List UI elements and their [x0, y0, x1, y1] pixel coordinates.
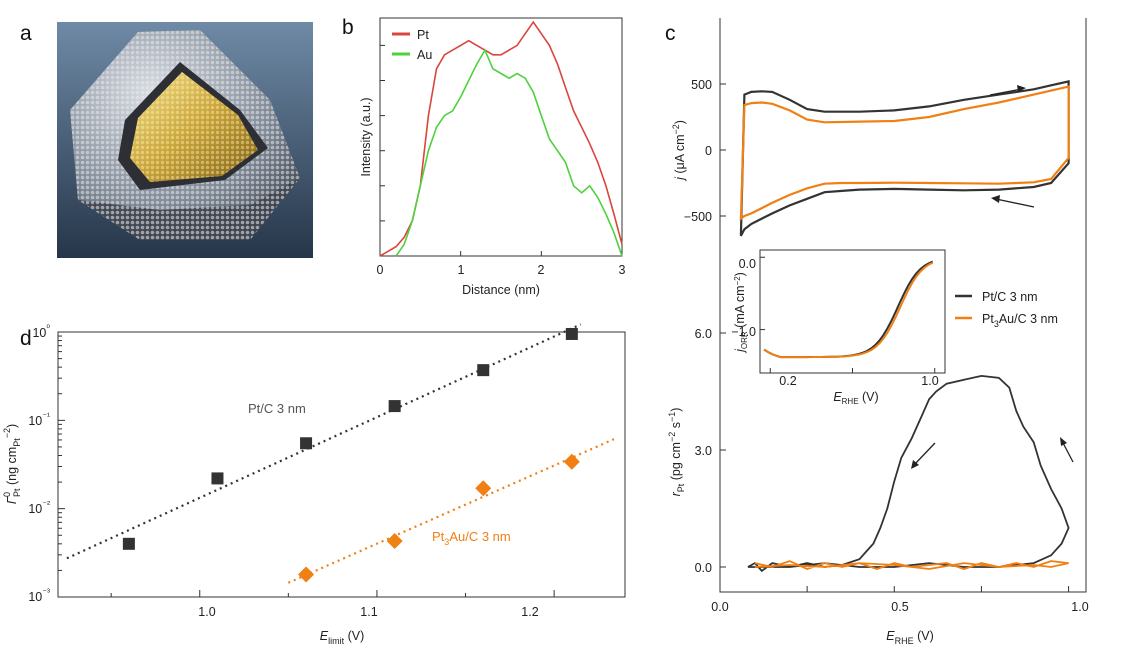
y-tick-label: 0.0	[695, 561, 712, 575]
y-axis-label-current: j (μA cm−2)	[671, 120, 687, 182]
x-tick-label: 1.0	[1071, 600, 1088, 614]
x-tick-label: 3	[619, 263, 626, 277]
nanoparticle-illustration	[57, 22, 313, 258]
legend-label-pt: Pt/C 3 nm	[982, 290, 1038, 304]
series-line-au	[395, 48, 623, 257]
y-axis-label: Intensity (a.u.)	[359, 97, 373, 176]
legend-label-pt3au: Pt3Au/C 3 nm	[982, 312, 1058, 329]
y-tick-label: 10⁻³	[28, 587, 50, 604]
dissolution-line-pt3au	[754, 560, 1069, 570]
legend-label-pt: Pt	[417, 28, 429, 42]
cv-line-pt3au	[739, 85, 1070, 221]
x-tick-label: 1	[458, 263, 465, 277]
x-tick-label: 2	[538, 263, 545, 277]
y-tick-label: 10⁻²	[28, 499, 50, 516]
inset-frame	[759, 249, 946, 374]
forward-scan-arrow-icon	[989, 85, 1026, 96]
dissolution-line-pt	[747, 374, 1070, 573]
plot-frame	[719, 18, 1087, 593]
inset-y-axis-label: jORR (mA cm−2)	[733, 272, 749, 354]
voltammetry-chart: 500 0 −500 j (μA cm−2) 6.0 3.0 0.0 0.0 0…	[667, 18, 1089, 646]
cv-line-pt	[739, 80, 1070, 237]
x-axis-label: ERHE (V)	[886, 629, 934, 646]
y-tick-label: 10⁰	[32, 323, 50, 340]
down-arrow-icon	[911, 442, 936, 469]
y-tick-label: 10⁻¹	[28, 411, 50, 428]
plot-frame	[379, 17, 623, 257]
y-tick-label: 0	[705, 144, 712, 158]
inset-y-tick-label: −1.0	[731, 325, 756, 339]
y-tick-label: 500	[691, 78, 712, 92]
inset-x-axis-label: ERHE (V)	[833, 390, 878, 406]
inset-x-tick-label: 1.0	[921, 374, 938, 388]
y-tick-label: 6.0	[695, 327, 712, 341]
panel-label-b: b	[342, 16, 354, 39]
inset-y-tick-label: 0.0	[739, 257, 756, 271]
y-axis-label-rate: rPt (pg cm−2 s−1)	[667, 408, 686, 497]
x-tick-label: 0.0	[711, 600, 728, 614]
fit-line-pt	[66, 323, 582, 560]
data-point-pt	[122, 537, 135, 550]
plot-frame	[57, 331, 626, 598]
x-axis-label: Distance (nm)	[462, 283, 540, 297]
data-point-pt	[388, 400, 401, 413]
data-point-pt	[211, 472, 224, 485]
x-tick-label: 0.5	[891, 600, 908, 614]
data-point-pt	[565, 327, 578, 340]
x-tick-label: 1.1	[360, 605, 377, 619]
data-point-pt3au	[298, 566, 315, 583]
panel-label-c: c	[665, 22, 676, 45]
panel-label-d: d	[20, 327, 32, 350]
x-tick-label: 0	[377, 263, 384, 277]
line-profile-chart: 0 1 2 3 Distance (nm) Intensity (a.u.) P…	[359, 17, 626, 297]
y-tick-label: 3.0	[695, 444, 712, 458]
y-tick-label: −500	[684, 210, 712, 224]
x-axis-label: Elimit (V)	[320, 629, 364, 646]
inset-orr-chart: 0.0 −1.0 0.2 1.0 ERHE (V) jORR (mA cm−2)	[731, 249, 946, 406]
annotation-pt: Pt/C 3 nm	[248, 401, 306, 416]
x-tick-label: 1.2	[521, 605, 538, 619]
x-tick-label: 1.0	[198, 605, 215, 619]
data-point-pt3au	[386, 533, 403, 550]
up-arrow-icon	[1060, 437, 1074, 463]
legend-label-au: Au	[417, 48, 432, 62]
data-point-pt3au	[475, 480, 492, 497]
inset-line-pt3au	[763, 261, 934, 359]
data-point-pt	[300, 437, 313, 450]
data-point-pt3au	[563, 453, 580, 470]
reverse-scan-arrow-icon	[991, 195, 1035, 208]
annotation-pt3au: Pt3Au/C 3 nm	[432, 529, 511, 547]
inset-x-tick-label: 0.2	[779, 374, 796, 388]
data-point-pt	[477, 364, 490, 377]
dissolution-scatter-chart: 10⁰ 10⁻¹ 10⁻² 10⁻³ 1.0 1.1 1.2 Elimit (V…	[2, 323, 626, 646]
panel-label-a: a	[20, 22, 32, 45]
y-axis-label: Γ0Pt (ng cmPt−2)	[2, 424, 22, 504]
